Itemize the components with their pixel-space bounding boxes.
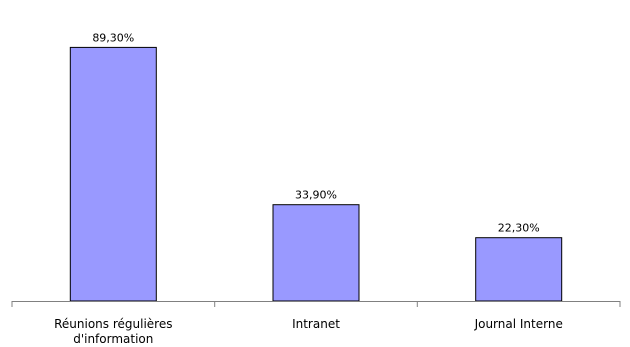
bar-1 [69, 46, 157, 302]
x-tick-label-3: Journal Interne [474, 317, 563, 331]
data-labels-layer: 89,30% 33,90% 22,30% [92, 31, 539, 234]
bars-layer [69, 46, 563, 302]
x-axis [11, 301, 621, 307]
bar-3 [475, 237, 563, 302]
x-tick-labels: Réunions régulières d'information Intranet… [54, 317, 563, 346]
data-label-3: 22,30% [498, 222, 540, 235]
x-tick-label-2: Intranet [292, 317, 340, 331]
bar-2 [272, 204, 360, 302]
data-label-1: 89,30% [92, 31, 134, 44]
x-tick-label-1: Réunions régulières d'information [54, 317, 172, 346]
data-label-2: 33,90% [295, 189, 337, 202]
